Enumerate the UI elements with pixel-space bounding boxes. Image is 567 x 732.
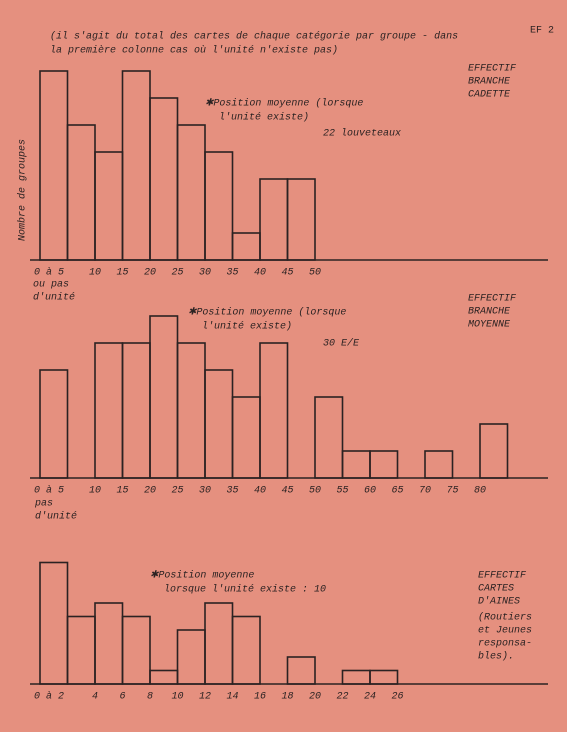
x-tick-label: 45 (281, 268, 293, 279)
mean-label: 22 louveteaux (323, 128, 401, 140)
x-tick-label: 26 (391, 692, 403, 703)
x-tick-label: 25 (171, 486, 183, 497)
side-note: responsa- (478, 639, 532, 650)
x-tick-label: 0 à 2 (34, 691, 64, 703)
x-tick-label: 65 (391, 486, 403, 497)
side-label: BRANCHE (468, 77, 511, 88)
x-tick-label: 0 à 5 (34, 267, 64, 279)
x-note: d'unité (35, 511, 77, 523)
x-tick-label: 40 (254, 486, 266, 497)
x-tick-label: 30 (199, 486, 211, 497)
side-label: BRANCHE (468, 307, 511, 318)
annotation: ✱Position moyenne (150, 570, 254, 582)
side-label: D'AINES (478, 596, 520, 608)
side-label: EFFECTIF (468, 294, 517, 305)
x-tick-label: 20 (309, 692, 321, 703)
x-tick-label: 80 (474, 486, 486, 497)
x-tick-label: 4 (92, 692, 98, 703)
x-tick-label: 15 (116, 486, 128, 497)
x-tick-label: 20 (144, 486, 156, 497)
x-tick-label: 25 (171, 268, 183, 279)
side-label: CARTES (478, 584, 514, 595)
x-tick-label: 14 (226, 692, 238, 703)
annotation: ✱Position moyenne (lorsque (188, 307, 346, 319)
x-tick-label: 50 (309, 268, 321, 279)
x-tick-label: 30 (199, 268, 211, 279)
x-tick-label: 35 (226, 268, 238, 279)
x-tick-label: 45 (281, 486, 293, 497)
side-label: MOYENNE (468, 320, 511, 331)
x-tick-label: 8 (147, 692, 153, 703)
side-label: CADETTE (468, 90, 511, 101)
x-note: d'unité (33, 292, 75, 304)
x-tick-label: 18 (281, 692, 293, 703)
side-note: et Jeunes (478, 626, 532, 637)
x-tick-label: 10 (89, 486, 101, 497)
x-tick-label: 6 (119, 692, 125, 703)
x-tick-label: 22 (336, 692, 348, 703)
x-tick-label: 75 (446, 486, 458, 497)
annotation: ✱Position moyenne (lorsque (205, 98, 363, 110)
x-tick-label: 35 (226, 486, 238, 497)
x-tick-label: 10 (89, 268, 101, 279)
x-tick-label: 55 (336, 486, 348, 497)
side-label: EFFECTIF (468, 64, 517, 75)
side-note: (Routiers (478, 612, 532, 624)
note-line: (il s'agit du total des cartes de chaque… (50, 31, 458, 43)
annotation: l'unité existe) (219, 112, 309, 124)
x-tick-label: 15 (116, 268, 128, 279)
note-line: la première colonne cas où l'unité n'exi… (50, 45, 338, 57)
mean-label: 30 E/E (323, 338, 360, 350)
x-tick-label: 16 (254, 692, 266, 703)
x-note: pas (34, 499, 53, 510)
annotation: l'unité existe) (202, 321, 292, 333)
x-tick-label: 70 (419, 486, 431, 497)
y-axis-label: Nombre de groupes (17, 139, 29, 241)
page-label: EF 2 (530, 26, 554, 37)
x-tick-label: 12 (199, 692, 211, 703)
x-tick-label: 50 (309, 486, 321, 497)
side-label: EFFECTIF (478, 571, 527, 582)
x-tick-label: 10 (171, 692, 183, 703)
x-tick-label: 24 (364, 692, 376, 703)
x-note: ou pas (33, 280, 69, 291)
x-tick-label: 40 (254, 268, 266, 279)
x-tick-label: 0 à 5 (34, 485, 64, 497)
x-tick-label: 60 (364, 486, 376, 497)
annotation: lorsque l'unité existe : 10 (164, 584, 326, 596)
x-tick-label: 20 (144, 268, 156, 279)
side-note: bles). (478, 651, 514, 663)
